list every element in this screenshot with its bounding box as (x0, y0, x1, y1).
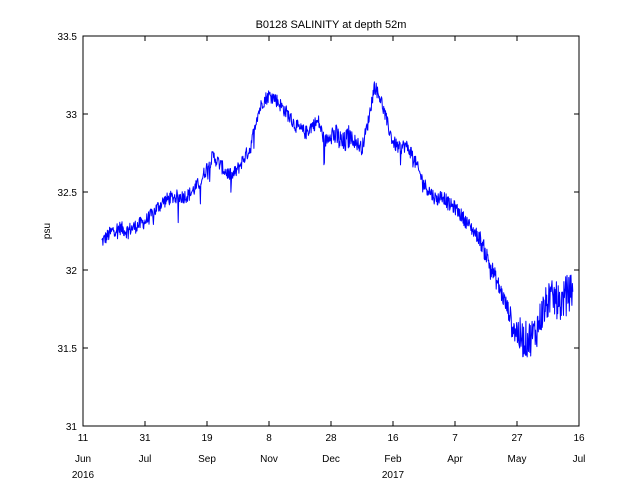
y-tick-label: 31.5 (58, 344, 78, 355)
x-tick-day-label: 31 (139, 433, 151, 444)
x-tick-day-label: 27 (511, 433, 523, 444)
y-axis-ticks: 31 31.5 32 32.5 33 33.5 (58, 32, 579, 433)
x-tick-month-label: Apr (447, 454, 463, 465)
x-tick-day-label: 16 (387, 433, 399, 444)
x-tick-day-label: 19 (201, 433, 213, 444)
x-tick-month-label: May (508, 454, 527, 465)
x-tick-month-label: Jul (139, 454, 152, 465)
y-tick-label: 32 (66, 266, 78, 277)
x-tick-month-label: Jul (573, 454, 586, 465)
x-tick-month-label: Nov (260, 454, 278, 465)
y-tick-label: 33 (66, 110, 78, 121)
x-tick-day-label: 11 (78, 433, 89, 444)
y-tick-label: 32.5 (58, 188, 78, 199)
x-tick-day-label: 16 (573, 433, 585, 444)
salinity-series-line (101, 81, 574, 358)
x-tick-month-label: Dec (322, 454, 340, 465)
y-axis-label: psu (42, 223, 53, 239)
y-tick-label: 33.5 (58, 32, 78, 43)
x-tick-month-label: Sep (198, 454, 216, 465)
plot-area-background (83, 36, 579, 426)
x-tick-day-label: 7 (452, 433, 458, 444)
x-axis-ticks: 11 Jun 2016 31 Jul 19 Sep 8 Nov 28 Dec 16 Feb 2017 7 Ap… (72, 36, 586, 481)
y-tick-label: 31 (66, 422, 78, 433)
x-tick-day-label: 28 (325, 433, 337, 444)
x-tick-month-label: Feb (384, 454, 402, 465)
x-tick-year-label: 2016 (72, 470, 95, 480)
x-tick-year-label: 2017 (382, 470, 405, 480)
x-tick-day-label: 8 (266, 433, 272, 444)
chart-title: B0128 SALINITY at depth 52m (256, 19, 407, 31)
series-group (101, 81, 574, 358)
x-tick-month-label: Jun (75, 454, 91, 465)
